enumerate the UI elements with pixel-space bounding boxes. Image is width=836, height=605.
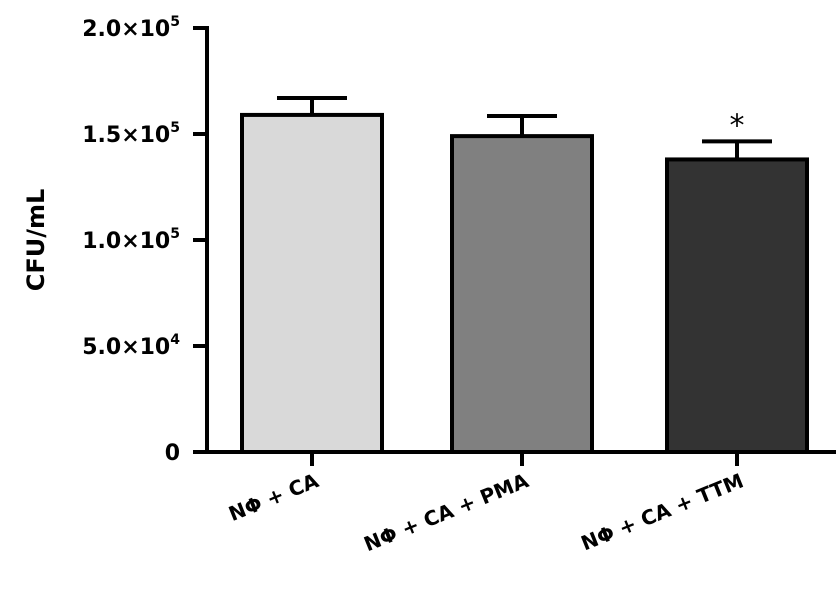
x-ticks-group: NΦ + CA NΦ + CA + PMA NΦ + CA + TTM bbox=[225, 452, 747, 556]
y-tick-base: 10 bbox=[140, 17, 171, 42]
y-tick-times: × bbox=[121, 17, 139, 42]
y-tick-base: 10 bbox=[140, 123, 171, 148]
annotations-group: * bbox=[730, 108, 745, 143]
x-tick-label-3: NΦ + CA + TTM bbox=[578, 468, 747, 555]
bars-group bbox=[240, 112, 809, 454]
y-tick-exponent: 5 bbox=[170, 120, 180, 136]
y-tick-exponent: 5 bbox=[170, 14, 180, 30]
x-tick-label-2: NΦ + CA + PMA bbox=[360, 468, 532, 556]
y-axis-title-group: CFU/mL bbox=[22, 189, 50, 292]
y-tick-mantissa: 1.5 bbox=[82, 123, 121, 148]
y-tick-label-2: 1.0×105 bbox=[82, 226, 180, 254]
y-tick-base: 10 bbox=[140, 229, 171, 254]
y-tick-label-4: 2.0×105 bbox=[82, 14, 180, 42]
significance-marker-3: * bbox=[730, 108, 745, 143]
y-tick-exponent: 4 bbox=[170, 332, 180, 348]
y-axis-title: CFU/mL bbox=[22, 189, 50, 292]
y-tick-mantissa: 5.0 bbox=[82, 335, 121, 360]
bar-2 bbox=[450, 134, 594, 454]
bar-1 bbox=[240, 112, 384, 454]
y-tick-exponent: 5 bbox=[170, 226, 180, 242]
x-tick-label-1: NΦ + CA bbox=[225, 468, 322, 526]
y-tick-label-1: 5.0×104 bbox=[82, 332, 180, 360]
y-tick-times: × bbox=[121, 335, 139, 360]
y-tick-mantissa: 1.0 bbox=[82, 229, 121, 254]
y-tick-label-3: 1.5×105 bbox=[82, 120, 180, 148]
error-bars-group bbox=[277, 95, 772, 160]
y-tick-times: × bbox=[121, 123, 139, 148]
y-tick-label-0: 0 bbox=[165, 441, 180, 466]
y-tick-mantissa: 2.0 bbox=[82, 17, 121, 42]
bar-3 bbox=[665, 157, 809, 454]
y-tick-base: 10 bbox=[140, 335, 171, 360]
y-tick-times: × bbox=[121, 229, 139, 254]
